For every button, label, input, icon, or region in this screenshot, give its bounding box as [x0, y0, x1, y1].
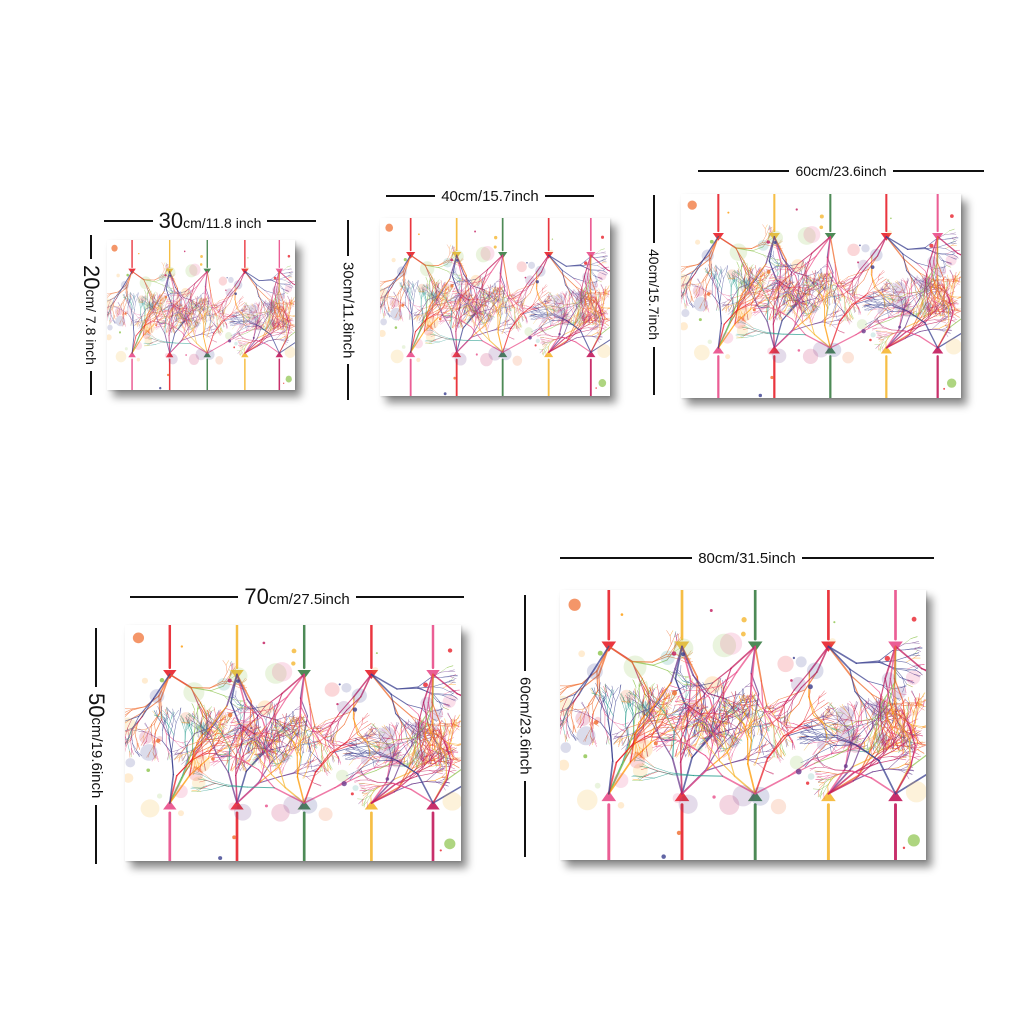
dimension-rule: [524, 595, 526, 672]
dimension-rule: [386, 195, 436, 197]
width-label: 60cm/23.6inch: [795, 163, 887, 179]
height-dimension-40cm: 40cm/15.7inch: [642, 195, 666, 395]
height-label: 40cm/15.7inch: [646, 249, 662, 341]
canvas-print-40x30: [380, 218, 610, 396]
height-label: 60cm/23.6inch: [516, 677, 534, 775]
width-dimension-40cm: 40cm/15.7inch: [386, 183, 594, 209]
dimension-rule: [90, 370, 92, 395]
width-label: 40cm/15.7inch: [441, 187, 539, 205]
dimension-rule: [544, 195, 594, 197]
canvas-print-30x20: [107, 240, 295, 390]
canvas-print-60x40: [681, 194, 961, 398]
dimension-rule: [104, 220, 153, 222]
dimension-rule: [347, 364, 349, 401]
height-label: 20cm/ 7.8 inch: [79, 265, 104, 365]
height-dimension-60cm: 60cm/23.6inch: [512, 595, 538, 857]
dimension-rule: [267, 220, 317, 222]
dimension-rule: [560, 557, 693, 559]
width-dimension-60cm: 60cm/23.6inch: [698, 159, 984, 183]
width-label: 70cm/27.5inch: [244, 584, 350, 609]
dimension-rule: [653, 346, 655, 395]
dimension-rule: [95, 804, 97, 865]
dimension-rule: [524, 780, 526, 857]
dimension-rule: [130, 596, 239, 598]
width-dimension-30cm: 30cm/11.8 inch: [104, 207, 317, 235]
dimension-rule: [95, 628, 97, 688]
height-dimension-20cm: 20cm/ 7.8 inch: [76, 235, 106, 395]
neuron-artwork: [107, 240, 295, 390]
dimension-rule: [801, 557, 934, 559]
width-dimension-70cm: 70cm/27.5inch: [130, 582, 465, 612]
dimension-rule: [698, 170, 790, 172]
dimension-rule: [653, 195, 655, 244]
dimension-rule: [90, 235, 92, 260]
height-dimension-30cm: 30cm/11.8inch: [335, 220, 361, 401]
canvas-print-80x60: [560, 590, 926, 860]
height-dimension-50cm: 50cm/19.6inch: [80, 628, 112, 865]
dimension-rule: [347, 220, 349, 256]
neuron-artwork: [560, 590, 926, 860]
neuron-artwork: [125, 625, 461, 861]
width-label: 80cm/31.5inch: [698, 549, 796, 567]
dimension-rule: [355, 596, 465, 598]
height-label: 50cm/19.6inch: [84, 693, 109, 799]
width-dimension-80cm: 80cm/31.5inch: [560, 545, 934, 571]
dimension-rule: [892, 170, 984, 172]
height-label: 30cm/11.8inch: [339, 261, 357, 359]
width-label: 30cm/11.8 inch: [158, 208, 262, 233]
neuron-artwork: [380, 218, 610, 396]
neuron-artwork: [681, 194, 961, 398]
canvas-print-70x50: [125, 625, 461, 861]
